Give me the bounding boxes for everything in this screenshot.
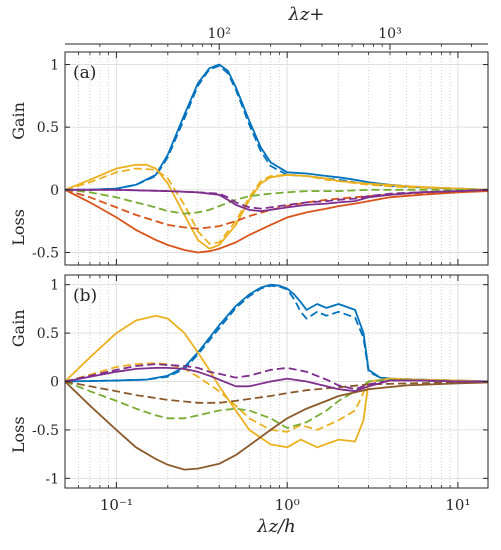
top-tick-label: 10² [207,26,230,42]
series-line [64,284,489,383]
series-line [64,188,488,215]
panel-b: -1 -0.5 0 0.5 1 (b) Gain Loss 10⁻¹ 10⁰ 10¹ λz/h [9,274,489,537]
axes-box [64,51,489,266]
series-line [64,188,488,230]
series-line [64,167,489,245]
y-tick-label: -1 [45,471,59,487]
series-line [64,366,488,393]
panel-a: -0.5 0 0.5 1 (a) Gain Loss 10² 10³ λz+ [9,4,489,266]
top-tick-label: 10³ [378,26,401,42]
series-line [64,188,489,254]
x-tick-label: 10¹ [445,496,470,514]
series-line [65,64,489,191]
ylabel-gain: Gain [9,102,28,140]
x-tick-label: 10⁰ [275,496,300,514]
ylabel-gain: Gain [9,309,28,347]
y-tick-label: 0.5 [37,326,59,342]
panel-label: (a) [73,63,96,83]
y-tick-label: 0.5 [37,120,59,136]
ylabel-loss: Loss [9,416,28,453]
y-tick-label: 0 [50,183,59,199]
series-line [64,378,488,429]
series-line [64,363,488,391]
top-axis-label: λz+ [288,4,325,25]
y-tick-label: 1 [50,58,59,74]
x-axis-label: λz/h [256,516,296,537]
series-line [65,188,489,210]
series-line [64,380,489,471]
panel-label: (b) [73,286,97,306]
series-line [65,63,489,191]
series-line [64,163,489,250]
y-tick-label: 1 [50,278,59,294]
ylabel-loss: Loss [9,209,28,246]
y-tick-label: 0 [50,375,59,391]
y-tick-label: -0.5 [32,245,59,261]
x-tick-label: 10⁻¹ [100,496,133,514]
y-tick-label: -0.5 [32,423,59,439]
